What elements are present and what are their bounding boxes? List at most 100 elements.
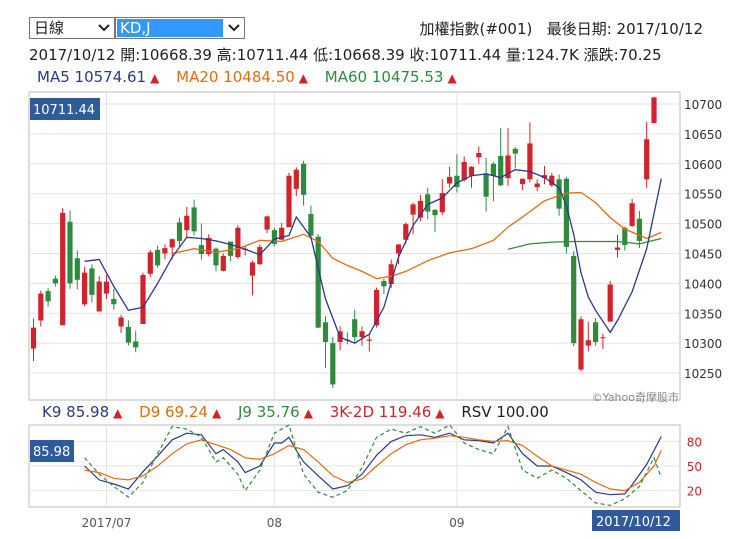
candle: [293, 167, 299, 197]
rsv-label: RSV: [461, 403, 492, 421]
ma60-value: 10475.53: [371, 68, 444, 86]
ma20-label: MA20: [176, 68, 219, 86]
ma5-value: 10574.61: [74, 68, 147, 86]
candle: [344, 332, 350, 345]
candle: [45, 288, 51, 307]
rsv-value: 100.00: [496, 403, 549, 421]
candle: [395, 243, 402, 265]
ma20-value: 10484.50: [223, 68, 295, 86]
candle: [644, 121, 650, 188]
candle: [505, 127, 511, 186]
indicator-select[interactable]: KD,J: [115, 17, 245, 39]
candle: [541, 166, 548, 185]
ma20-line: [172, 191, 662, 280]
x-tick-label: 08: [267, 516, 282, 530]
ohlc-date: 2017/10/12: [29, 46, 116, 64]
chevron-down-icon[interactable]: [223, 18, 244, 38]
ma60-line: [507, 237, 662, 250]
candle: [103, 275, 110, 299]
candle: [571, 251, 577, 347]
y-tick-label: 10350: [684, 307, 722, 321]
ma60-label: MA60: [324, 68, 368, 86]
candle: [206, 234, 212, 257]
up-arrow-icon: ▲: [447, 71, 457, 85]
candle: [330, 337, 336, 389]
candles: [30, 96, 657, 389]
candle: [527, 122, 533, 183]
header-info: 加權指數(#001) 最後日期: 2017/10/12: [419, 18, 703, 39]
price-badge-text: 10711.44: [33, 103, 95, 118]
change-value: 70.25: [618, 46, 662, 64]
y-tick-label: 10300: [684, 337, 722, 351]
candle: [89, 264, 95, 303]
up-arrow-icon: ▲: [303, 406, 313, 420]
up-arrow-icon: ▲: [211, 406, 222, 420]
kd-badge: 85.98: [30, 440, 74, 462]
watermark: ©Yahoo奇摩股市: [592, 390, 679, 404]
candle: [52, 275, 58, 287]
candle: [220, 253, 226, 272]
candle: [133, 330, 139, 353]
candle: [301, 160, 307, 206]
indicator-select-value: KD,J: [117, 19, 223, 37]
candle: [432, 209, 438, 232]
y-tick-label: 10250: [684, 367, 722, 381]
candle: [563, 176, 569, 254]
d9-value: 69.24: [165, 403, 208, 421]
kd-legend: K9 85.98 ▲ D9 69.24 ▲ J9 35.76 ▲ 3K-2D 119.…: [42, 403, 549, 421]
candle: [622, 226, 628, 251]
candle: [213, 247, 219, 272]
candle: [512, 147, 518, 169]
close-value: 10711.44: [429, 46, 502, 64]
ohlc-line: 2017/10/12 開:10668.39 高:10711.44 低:10668…: [29, 44, 662, 65]
candle: [476, 146, 482, 164]
j9-label: J9: [237, 403, 252, 421]
candle: [410, 202, 416, 235]
candle: [651, 96, 657, 124]
candle: [578, 316, 584, 372]
x-tick-label: 2017/07: [82, 516, 132, 530]
candle: [490, 161, 496, 202]
kd-tick-label: 20: [687, 485, 702, 499]
candle: [549, 172, 555, 188]
price-badge: 10711.44: [30, 98, 100, 120]
period-select[interactable]: 日線: [29, 17, 115, 39]
ma5-label: MA5: [37, 68, 70, 86]
candle: [235, 225, 241, 259]
candle: [425, 187, 431, 220]
k9-label: K9: [42, 403, 62, 421]
up-arrow-icon: ▲: [435, 406, 445, 420]
d9-label: D9: [139, 403, 161, 421]
chevron-down-icon[interactable]: [93, 18, 114, 38]
candle: [67, 210, 73, 289]
low-value: 10668.39: [333, 46, 405, 64]
3k2d-label: 3K-2D: [329, 403, 375, 421]
candle: [461, 156, 467, 182]
3k2d-value: 119.46: [378, 403, 432, 421]
candle: [286, 172, 292, 228]
candle: [271, 227, 277, 247]
candle: [636, 211, 642, 249]
high-value: 10711.44: [236, 46, 309, 64]
candle: [147, 249, 153, 277]
d9-line: [84, 435, 662, 492]
change-label: 漲跌:: [583, 46, 619, 64]
up-arrow-icon: ▲: [113, 406, 123, 420]
last-date-label: 最後日期:: [546, 20, 612, 38]
price-grid: [28, 91, 681, 401]
candle: [118, 315, 124, 334]
high-label: 高:: [216, 46, 237, 64]
ma-legend: MA5 10574.61 ▲ MA20 10484.50 ▲ MA60 10475.…: [37, 68, 469, 86]
candle: [125, 320, 131, 346]
y-tick-label: 10450: [684, 247, 722, 261]
candle: [600, 333, 606, 350]
kd-tick-label: 50: [687, 460, 702, 474]
period-select-value: 日線: [34, 19, 65, 37]
axes: 2017/07 08 09 10700 10650 10600 10550 10500 1045…: [82, 98, 723, 530]
date-badge: 2017/10/12: [592, 510, 680, 531]
candle: [140, 272, 146, 325]
volume-label: 量:: [505, 46, 526, 64]
candle: [322, 316, 329, 369]
candle: [607, 280, 613, 322]
